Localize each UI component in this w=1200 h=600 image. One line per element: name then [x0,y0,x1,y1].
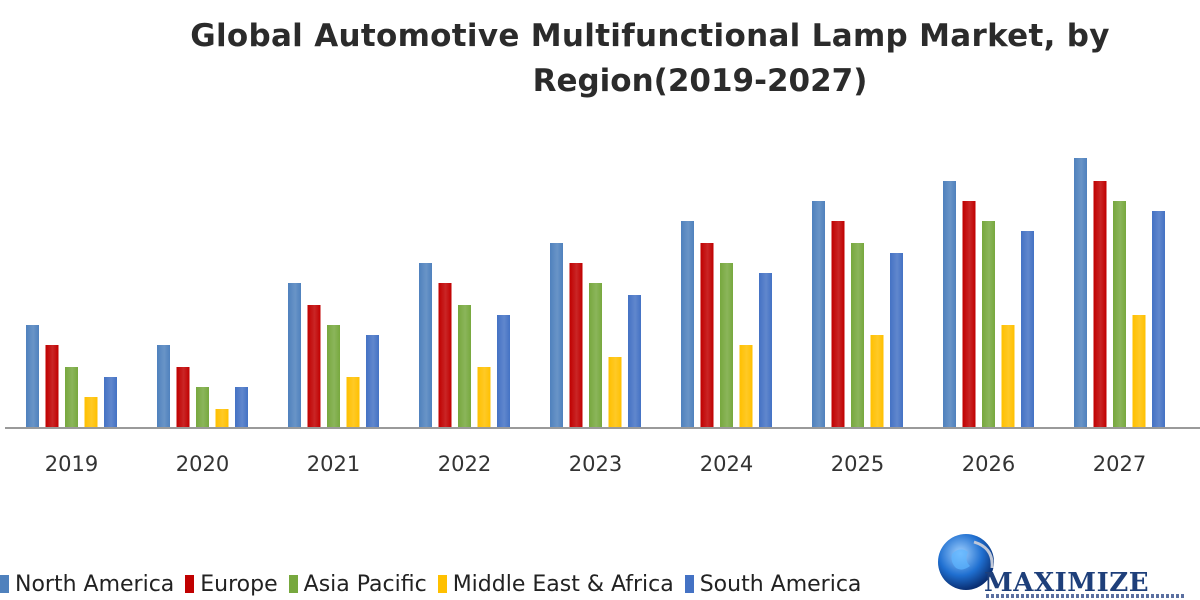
bar-north-america-2024 [681,221,694,428]
legend-label: Middle East & Africa [452,571,674,597]
bar-middle-east-africa-2024 [739,345,753,428]
chart-title-line-1: Global Automotive Multifunctional Lamp M… [190,18,1110,54]
globe-icon [938,534,994,590]
x-tick-label-2020: 2020 [176,452,229,476]
bar-asia-pacific-2019 [65,367,78,428]
bar-chart: 2019 2020 2021 2022 2023 2024 2025 2026 2027 [5,158,1200,476]
legend-swatch [684,575,694,593]
bar-asia-pacific-2023 [589,283,602,428]
legend-item-south-america: South America [684,571,862,597]
legend-label: North America [15,571,175,597]
bar-south-america-2021 [366,335,379,428]
legend: North America Europe Asia Pacific Middle Ea… [0,568,872,600]
bar-asia-pacific-2026 [982,221,995,428]
x-tick-label-2023: 2023 [569,452,622,476]
logo-text: MAXIMIZE [984,568,1150,598]
logo-subtext [986,594,1186,598]
bar-south-america-2025 [890,253,903,428]
legend-item-north-america: North America [0,572,174,597]
bar-south-america-2019 [104,377,117,428]
x-tick-label-2027: 2027 [1093,452,1146,476]
bar-asia-pacific-2027 [1113,201,1126,428]
bar-north-america-2025 [812,201,825,428]
bar-south-america-2020 [235,387,248,428]
bar-middle-east-africa-2020 [215,409,229,428]
bar-north-america-2027 [1074,158,1087,428]
legend-item-middle-east-africa: Middle East & Africa [437,571,674,597]
legend-swatch [185,575,195,593]
bar-europe-2027 [1093,181,1107,428]
x-tick-label-2022: 2022 [438,452,491,476]
legend-swatch [0,575,9,593]
bar-middle-east-africa-2026 [1001,325,1015,428]
legend-swatch [288,575,298,593]
bar-south-america-2027 [1152,211,1165,428]
bar-europe-2023 [569,263,583,428]
bar-asia-pacific-2025 [851,243,864,428]
bar-middle-east-africa-2025 [870,335,884,428]
x-tick-labels: 2019 2020 2021 2022 2023 2024 2025 2026 2027 [45,452,1146,476]
bar-asia-pacific-2022 [458,305,471,428]
x-tick-label-2025: 2025 [831,452,884,476]
chart-title-line-2: Region(2019-2027) [532,63,868,99]
bar-europe-2024 [700,243,714,428]
bar-middle-east-africa-2023 [608,357,622,428]
x-tick-label-2021: 2021 [307,452,360,476]
legend-item-europe: Europe [185,571,278,597]
bar-middle-east-africa-2021 [346,377,360,428]
bar-asia-pacific-2021 [327,325,340,428]
bar-south-america-2024 [759,273,772,428]
bar-south-america-2023 [628,295,641,428]
bar-south-america-2022 [497,315,510,428]
bar-north-america-2020 [157,345,170,428]
chart-title: Global Automotive Multifunctional Lamp M… [150,14,1150,104]
bar-asia-pacific-2020 [196,387,209,428]
legend-label: Europe [200,571,278,597]
maximize-logo: MAXIMIZE [934,524,1200,600]
bar-north-america-2019 [26,325,39,428]
bar-europe-2022 [438,283,452,428]
legend-swatch [437,575,447,593]
bar-north-america-2023 [550,243,563,428]
bars-group [26,158,1165,428]
bar-middle-east-africa-2019 [84,397,98,428]
legend-label: South America [699,571,862,597]
bar-europe-2025 [831,221,845,428]
bar-north-america-2026 [943,181,956,428]
legend-item-asia-pacific: Asia Pacific [288,571,427,597]
legend-label: Asia Pacific [303,571,427,597]
bar-south-america-2026 [1021,231,1034,428]
bar-asia-pacific-2024 [720,263,733,428]
bar-europe-2019 [45,345,59,428]
bar-north-america-2021 [288,283,301,428]
x-tick-label-2024: 2024 [700,452,753,476]
x-tick-label-2026: 2026 [962,452,1015,476]
x-tick-label-2019: 2019 [45,452,98,476]
bar-middle-east-africa-2022 [477,367,491,428]
bar-europe-2021 [307,305,321,428]
bar-europe-2020 [176,367,190,428]
bar-middle-east-africa-2027 [1132,315,1146,428]
bar-europe-2026 [962,201,976,428]
bar-north-america-2022 [419,263,432,428]
